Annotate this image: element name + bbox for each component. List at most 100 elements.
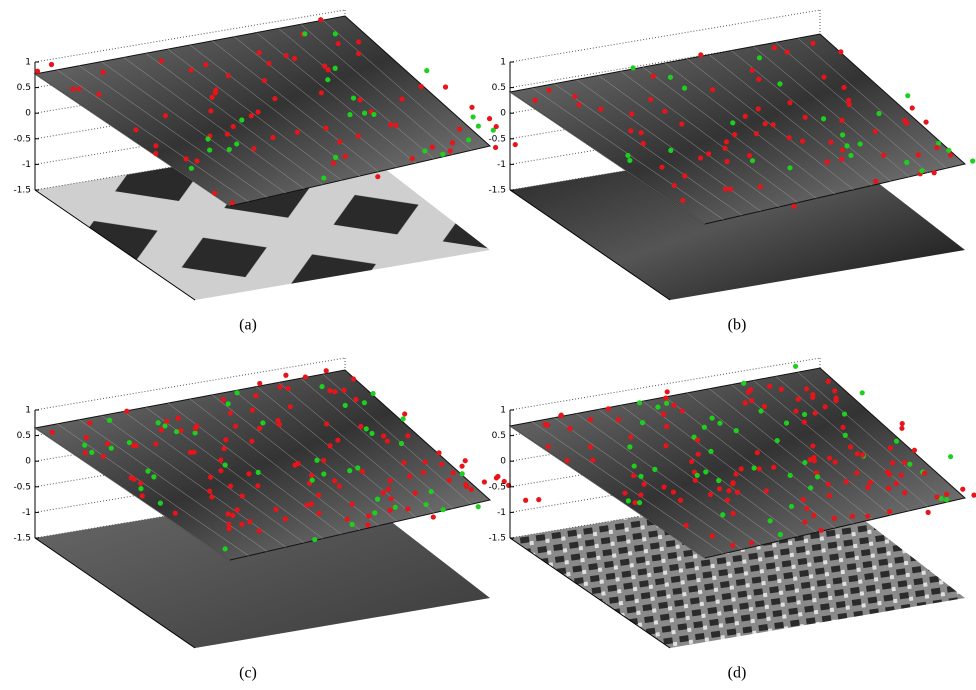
peak-marker — [283, 372, 289, 378]
peak-marker — [358, 423, 364, 429]
peak-marker — [948, 454, 954, 460]
peak-marker — [363, 426, 369, 432]
valley-marker — [822, 404, 828, 410]
floor-image — [510, 486, 965, 648]
peak-marker — [662, 108, 668, 114]
peak-marker — [440, 507, 446, 513]
peak-marker — [225, 72, 231, 79]
peak-marker — [755, 106, 761, 112]
z-tick-label: -1 — [22, 160, 31, 170]
valley-marker — [935, 140, 942, 147]
peak-marker — [365, 522, 371, 528]
peak-marker — [733, 471, 739, 477]
peak-marker — [226, 146, 232, 153]
peak-marker — [401, 460, 407, 466]
peak-marker — [423, 501, 429, 508]
mesh-line — [234, 390, 398, 522]
peak-marker — [523, 497, 529, 503]
z-tick-label: -1.5 — [13, 186, 31, 196]
peak-marker — [308, 501, 314, 507]
peak-marker — [697, 155, 704, 161]
peak-marker — [321, 175, 327, 181]
peak-marker — [587, 444, 594, 450]
peak-marker — [847, 444, 854, 450]
peak-marker — [733, 428, 739, 434]
peak-marker — [671, 182, 677, 189]
peak-marker — [255, 469, 261, 475]
peak-marker — [319, 383, 325, 390]
peak-marker — [730, 120, 736, 126]
valley-marker — [758, 408, 764, 414]
peak-marker — [640, 141, 646, 147]
peak-marker — [681, 85, 688, 91]
valley-marker — [138, 480, 144, 486]
peak-marker — [335, 437, 341, 443]
valley-marker — [820, 116, 827, 122]
mesh-line — [300, 378, 454, 509]
peak-marker — [464, 483, 470, 490]
peak-marker — [446, 477, 452, 483]
mesh-line — [256, 32, 416, 164]
peak-marker — [777, 531, 784, 538]
peak-marker — [232, 423, 239, 429]
peak-marker — [872, 128, 878, 135]
peak-marker — [803, 386, 810, 392]
panel-caption: (a) — [239, 317, 257, 334]
peak-marker — [327, 443, 333, 449]
valley-marker — [842, 432, 848, 438]
peak-marker — [375, 174, 381, 180]
mesh-line — [554, 417, 743, 550]
peak-marker — [192, 430, 198, 436]
peak-marker — [468, 486, 474, 492]
valley-marker — [194, 423, 200, 429]
peak-marker — [211, 190, 218, 196]
z-tick-label: 0 — [500, 109, 506, 119]
peak-marker — [722, 145, 728, 151]
mesh-line — [709, 388, 873, 520]
peak-marker — [756, 55, 763, 61]
z-tick-label: -0.5 — [13, 482, 31, 492]
peak-marker — [567, 425, 573, 432]
valley-marker — [357, 97, 363, 103]
panel-caption: (b) — [728, 317, 747, 334]
peak-marker — [380, 490, 386, 496]
valley-marker — [205, 136, 211, 142]
peak-marker — [536, 497, 542, 503]
peak-marker — [638, 492, 644, 498]
peak-marker — [270, 134, 276, 141]
peak-marker — [207, 147, 213, 153]
peak-marker — [749, 158, 756, 164]
peak-marker — [276, 421, 282, 428]
peak-marker — [663, 395, 669, 401]
mesh-line — [79, 65, 268, 198]
peak-marker — [342, 153, 348, 159]
peak-marker — [332, 31, 338, 37]
peak-marker — [442, 84, 449, 90]
valley-marker — [272, 95, 278, 102]
peak-marker — [825, 378, 831, 385]
valley-marker — [370, 390, 376, 397]
peak-marker — [630, 65, 636, 71]
mesh-line — [509, 425, 706, 559]
peak-marker — [680, 197, 686, 204]
peak-marker — [664, 423, 670, 430]
valley-marker — [898, 472, 904, 478]
mesh-line — [797, 371, 947, 503]
peak-marker — [155, 420, 161, 426]
peak-marker — [256, 50, 262, 56]
valley-marker — [308, 472, 315, 478]
peak-marker — [839, 156, 845, 162]
peak-marker — [466, 137, 472, 143]
peak-marker — [347, 112, 353, 118]
peak-marker — [83, 435, 90, 441]
peak-marker — [447, 148, 453, 154]
valley-marker — [756, 466, 762, 472]
valley-marker — [778, 386, 784, 392]
peak-marker — [749, 398, 755, 404]
peak-marker — [854, 451, 860, 457]
peak-marker — [295, 460, 301, 467]
valley-marker — [332, 389, 338, 395]
valley-marker — [923, 119, 929, 125]
peak-marker — [139, 493, 145, 499]
valley-marker — [208, 108, 214, 114]
